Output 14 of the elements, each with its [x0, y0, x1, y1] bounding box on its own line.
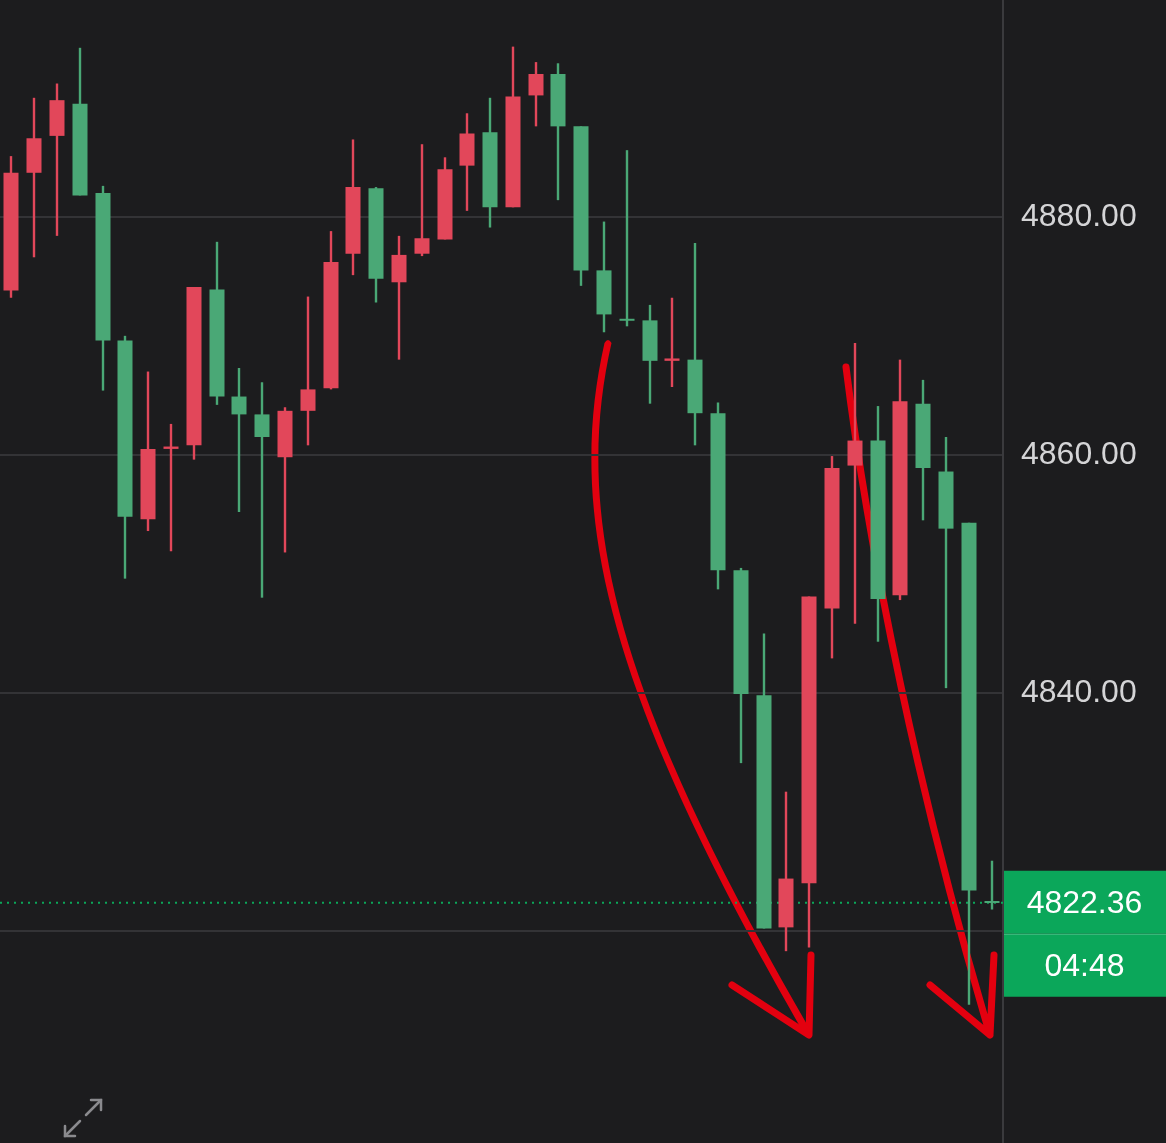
candlestick [300, 295, 316, 447]
y-tick-label: 4840.00 [1021, 672, 1137, 709]
ref-line-label: 4822.36 [1026, 883, 1143, 920]
candlestick [984, 859, 1000, 911]
candlestick [619, 148, 635, 328]
candlestick [664, 296, 680, 389]
y-tick-label: 4860.00 [1021, 434, 1137, 471]
text: 04:48 [1044, 946, 1125, 983]
y-tick-label: 4880.00 [1021, 196, 1137, 233]
candlestick [847, 341, 863, 626]
candlestick [254, 381, 270, 599]
candlestick [231, 366, 247, 514]
candlestick [414, 143, 430, 258]
candlestick [528, 60, 544, 128]
